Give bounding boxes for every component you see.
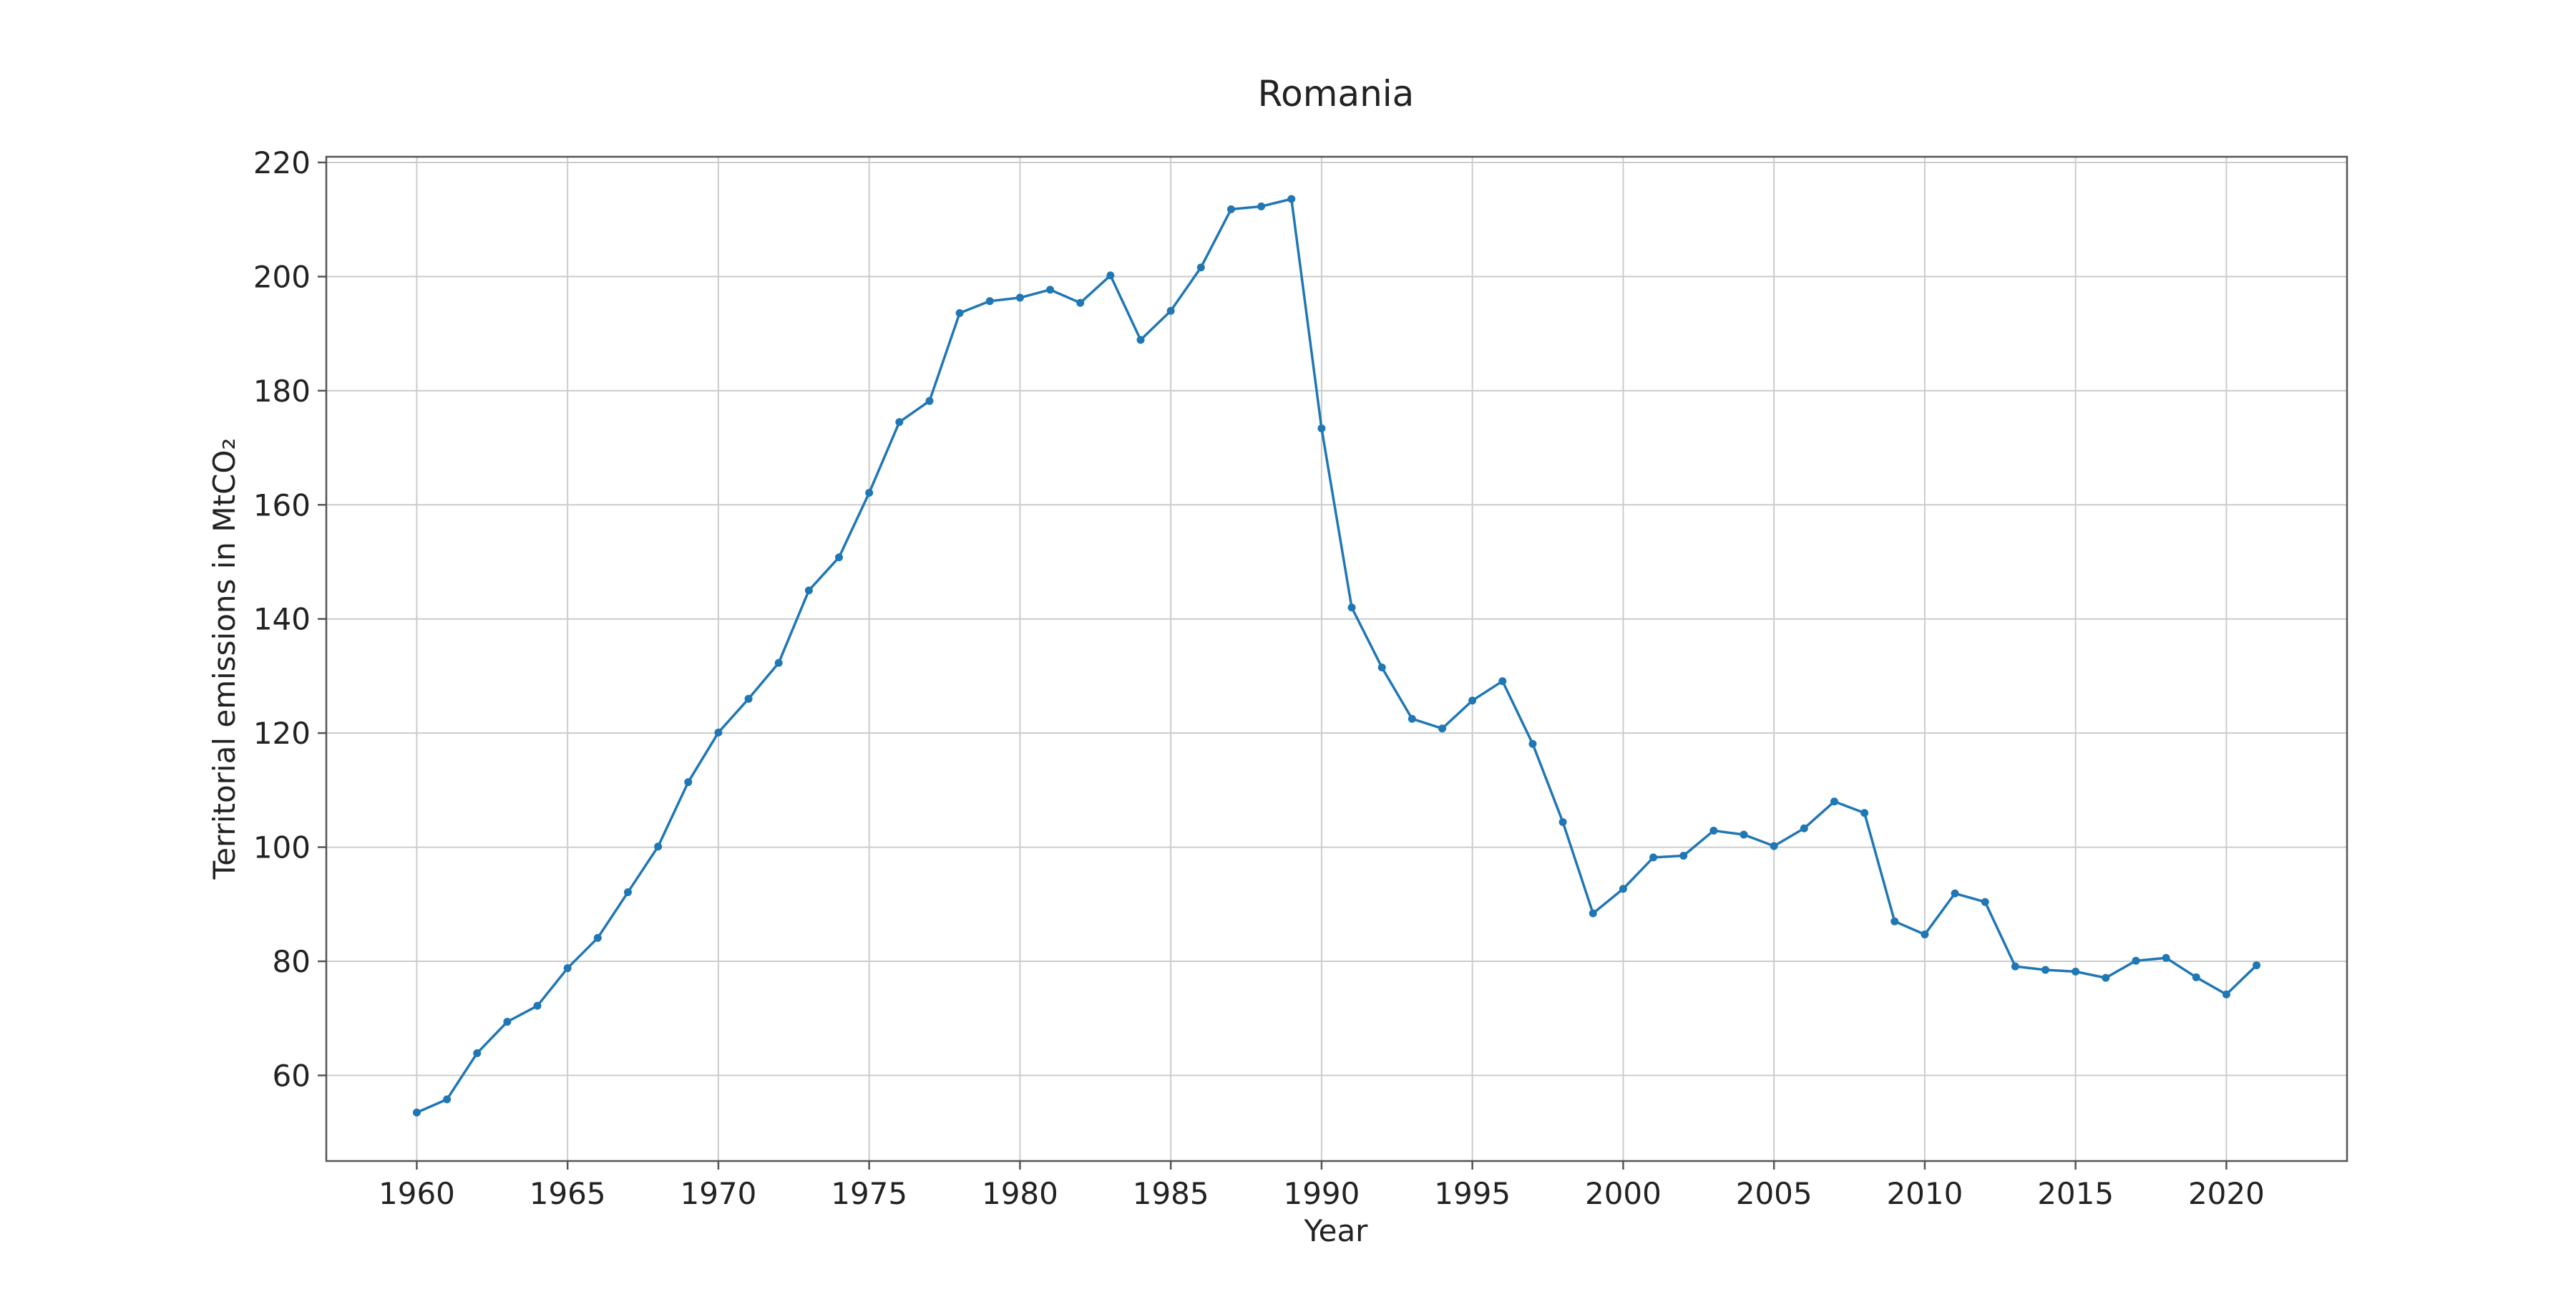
y-tick-label-140: 140 xyxy=(253,602,311,637)
x-tick-label-1960: 1960 xyxy=(379,1176,455,1211)
data-point-2019 xyxy=(2192,973,2200,981)
data-point-1994 xyxy=(1438,724,1447,733)
x-tick-label-2010: 2010 xyxy=(1886,1176,1963,1211)
data-point-1997 xyxy=(1528,739,1537,748)
data-point-2007 xyxy=(1830,797,1838,806)
data-point-2000 xyxy=(1619,885,1627,893)
x-tick-label-2015: 2015 xyxy=(2037,1176,2114,1211)
x-tick-label-1980: 1980 xyxy=(982,1176,1058,1211)
data-point-2013 xyxy=(2011,962,2019,971)
data-point-1969 xyxy=(684,778,693,787)
data-point-2011 xyxy=(1951,889,1959,898)
data-point-2005 xyxy=(1770,842,1778,850)
y-tick-label-60: 60 xyxy=(273,1058,311,1093)
y-tick-label-80: 80 xyxy=(273,944,311,979)
data-point-1991 xyxy=(1347,603,1356,612)
data-point-1966 xyxy=(593,933,602,942)
series-line-0 xyxy=(416,198,2258,1114)
data-point-1993 xyxy=(1407,714,1416,723)
data-point-1987 xyxy=(1226,205,1235,213)
x-tick-label-2020: 2020 xyxy=(2188,1176,2265,1211)
data-point-1996 xyxy=(1498,677,1507,686)
data-point-1977 xyxy=(925,397,934,405)
y-tick-label-220: 220 xyxy=(253,145,311,180)
data-point-1999 xyxy=(1589,909,1597,918)
data-point-1973 xyxy=(804,586,813,595)
data-point-1986 xyxy=(1196,263,1205,272)
data-point-1998 xyxy=(1558,817,1567,826)
data-point-1979 xyxy=(985,297,994,306)
series xyxy=(412,195,2261,1117)
data-point-1975 xyxy=(865,489,874,497)
y-tick-label-100: 100 xyxy=(253,830,311,865)
data-point-2003 xyxy=(1709,826,1718,835)
plot-frame xyxy=(325,155,2348,1162)
data-point-1968 xyxy=(654,842,663,851)
x-tick-label-2000: 2000 xyxy=(1585,1176,1662,1211)
x-axis-label: Year xyxy=(1304,1213,1369,1248)
x-tick-label-2005: 2005 xyxy=(1736,1176,1813,1211)
data-point-1974 xyxy=(835,553,844,562)
data-point-1992 xyxy=(1377,663,1386,671)
data-point-2014 xyxy=(2041,966,2050,974)
data-point-1967 xyxy=(623,888,632,897)
data-point-1984 xyxy=(1136,336,1145,344)
data-point-2006 xyxy=(1800,824,1808,832)
axes: 1960 1965 1970 1975 1980 1985 1990 1995 2000 2005… xyxy=(253,145,2348,1211)
data-point-1983 xyxy=(1106,271,1115,280)
data-point-1982 xyxy=(1076,298,1085,307)
data-point-2015 xyxy=(2072,967,2080,976)
data-point-1971 xyxy=(744,694,753,703)
data-point-2002 xyxy=(1679,852,1688,860)
data-point-2001 xyxy=(1649,853,1658,862)
data-point-2009 xyxy=(1890,917,1899,926)
data-point-1990 xyxy=(1317,424,1326,432)
x-tick-label-1995: 1995 xyxy=(1434,1176,1511,1211)
data-point-1972 xyxy=(774,659,783,667)
data-point-2020 xyxy=(2222,990,2230,999)
y-axis-label: Territorial emissions in MtCO₂ xyxy=(207,438,242,880)
data-point-1988 xyxy=(1257,202,1266,210)
data-point-1985 xyxy=(1166,306,1175,315)
data-point-1970 xyxy=(714,728,723,737)
data-point-2012 xyxy=(1981,898,1989,906)
grid xyxy=(326,157,2347,1161)
data-point-2004 xyxy=(1740,830,1748,839)
data-point-1981 xyxy=(1046,286,1055,294)
x-tick-label-1970: 1970 xyxy=(680,1176,756,1211)
data-point-1964 xyxy=(533,1001,542,1010)
data-point-2018 xyxy=(2162,953,2170,962)
data-point-2017 xyxy=(2132,956,2140,965)
data-point-1965 xyxy=(563,964,572,973)
y-tick-label-160: 160 xyxy=(253,487,311,523)
data-point-1962 xyxy=(473,1049,482,1057)
data-point-1980 xyxy=(1015,293,1024,302)
x-tick-label-1975: 1975 xyxy=(831,1176,907,1211)
data-point-2021 xyxy=(2253,961,2261,970)
data-point-1995 xyxy=(1468,696,1477,705)
data-point-1978 xyxy=(955,309,964,317)
data-point-1963 xyxy=(503,1017,512,1026)
data-point-2016 xyxy=(2102,973,2110,982)
data-point-2008 xyxy=(1860,809,1869,817)
data-point-1961 xyxy=(443,1095,452,1104)
x-tick-label-1965: 1965 xyxy=(530,1176,606,1211)
x-tick-label-1990: 1990 xyxy=(1283,1176,1360,1211)
data-point-1960 xyxy=(412,1108,421,1117)
data-point-2010 xyxy=(1921,931,1929,939)
y-tick-label-200: 200 xyxy=(253,259,311,294)
x-tick-label-1985: 1985 xyxy=(1133,1176,1209,1211)
y-tick-label-120: 120 xyxy=(253,716,311,751)
y-tick-label-180: 180 xyxy=(253,374,311,409)
data-point-1976 xyxy=(895,418,904,427)
data-point-1989 xyxy=(1287,195,1296,203)
chart-title: Romania xyxy=(1258,73,1415,115)
